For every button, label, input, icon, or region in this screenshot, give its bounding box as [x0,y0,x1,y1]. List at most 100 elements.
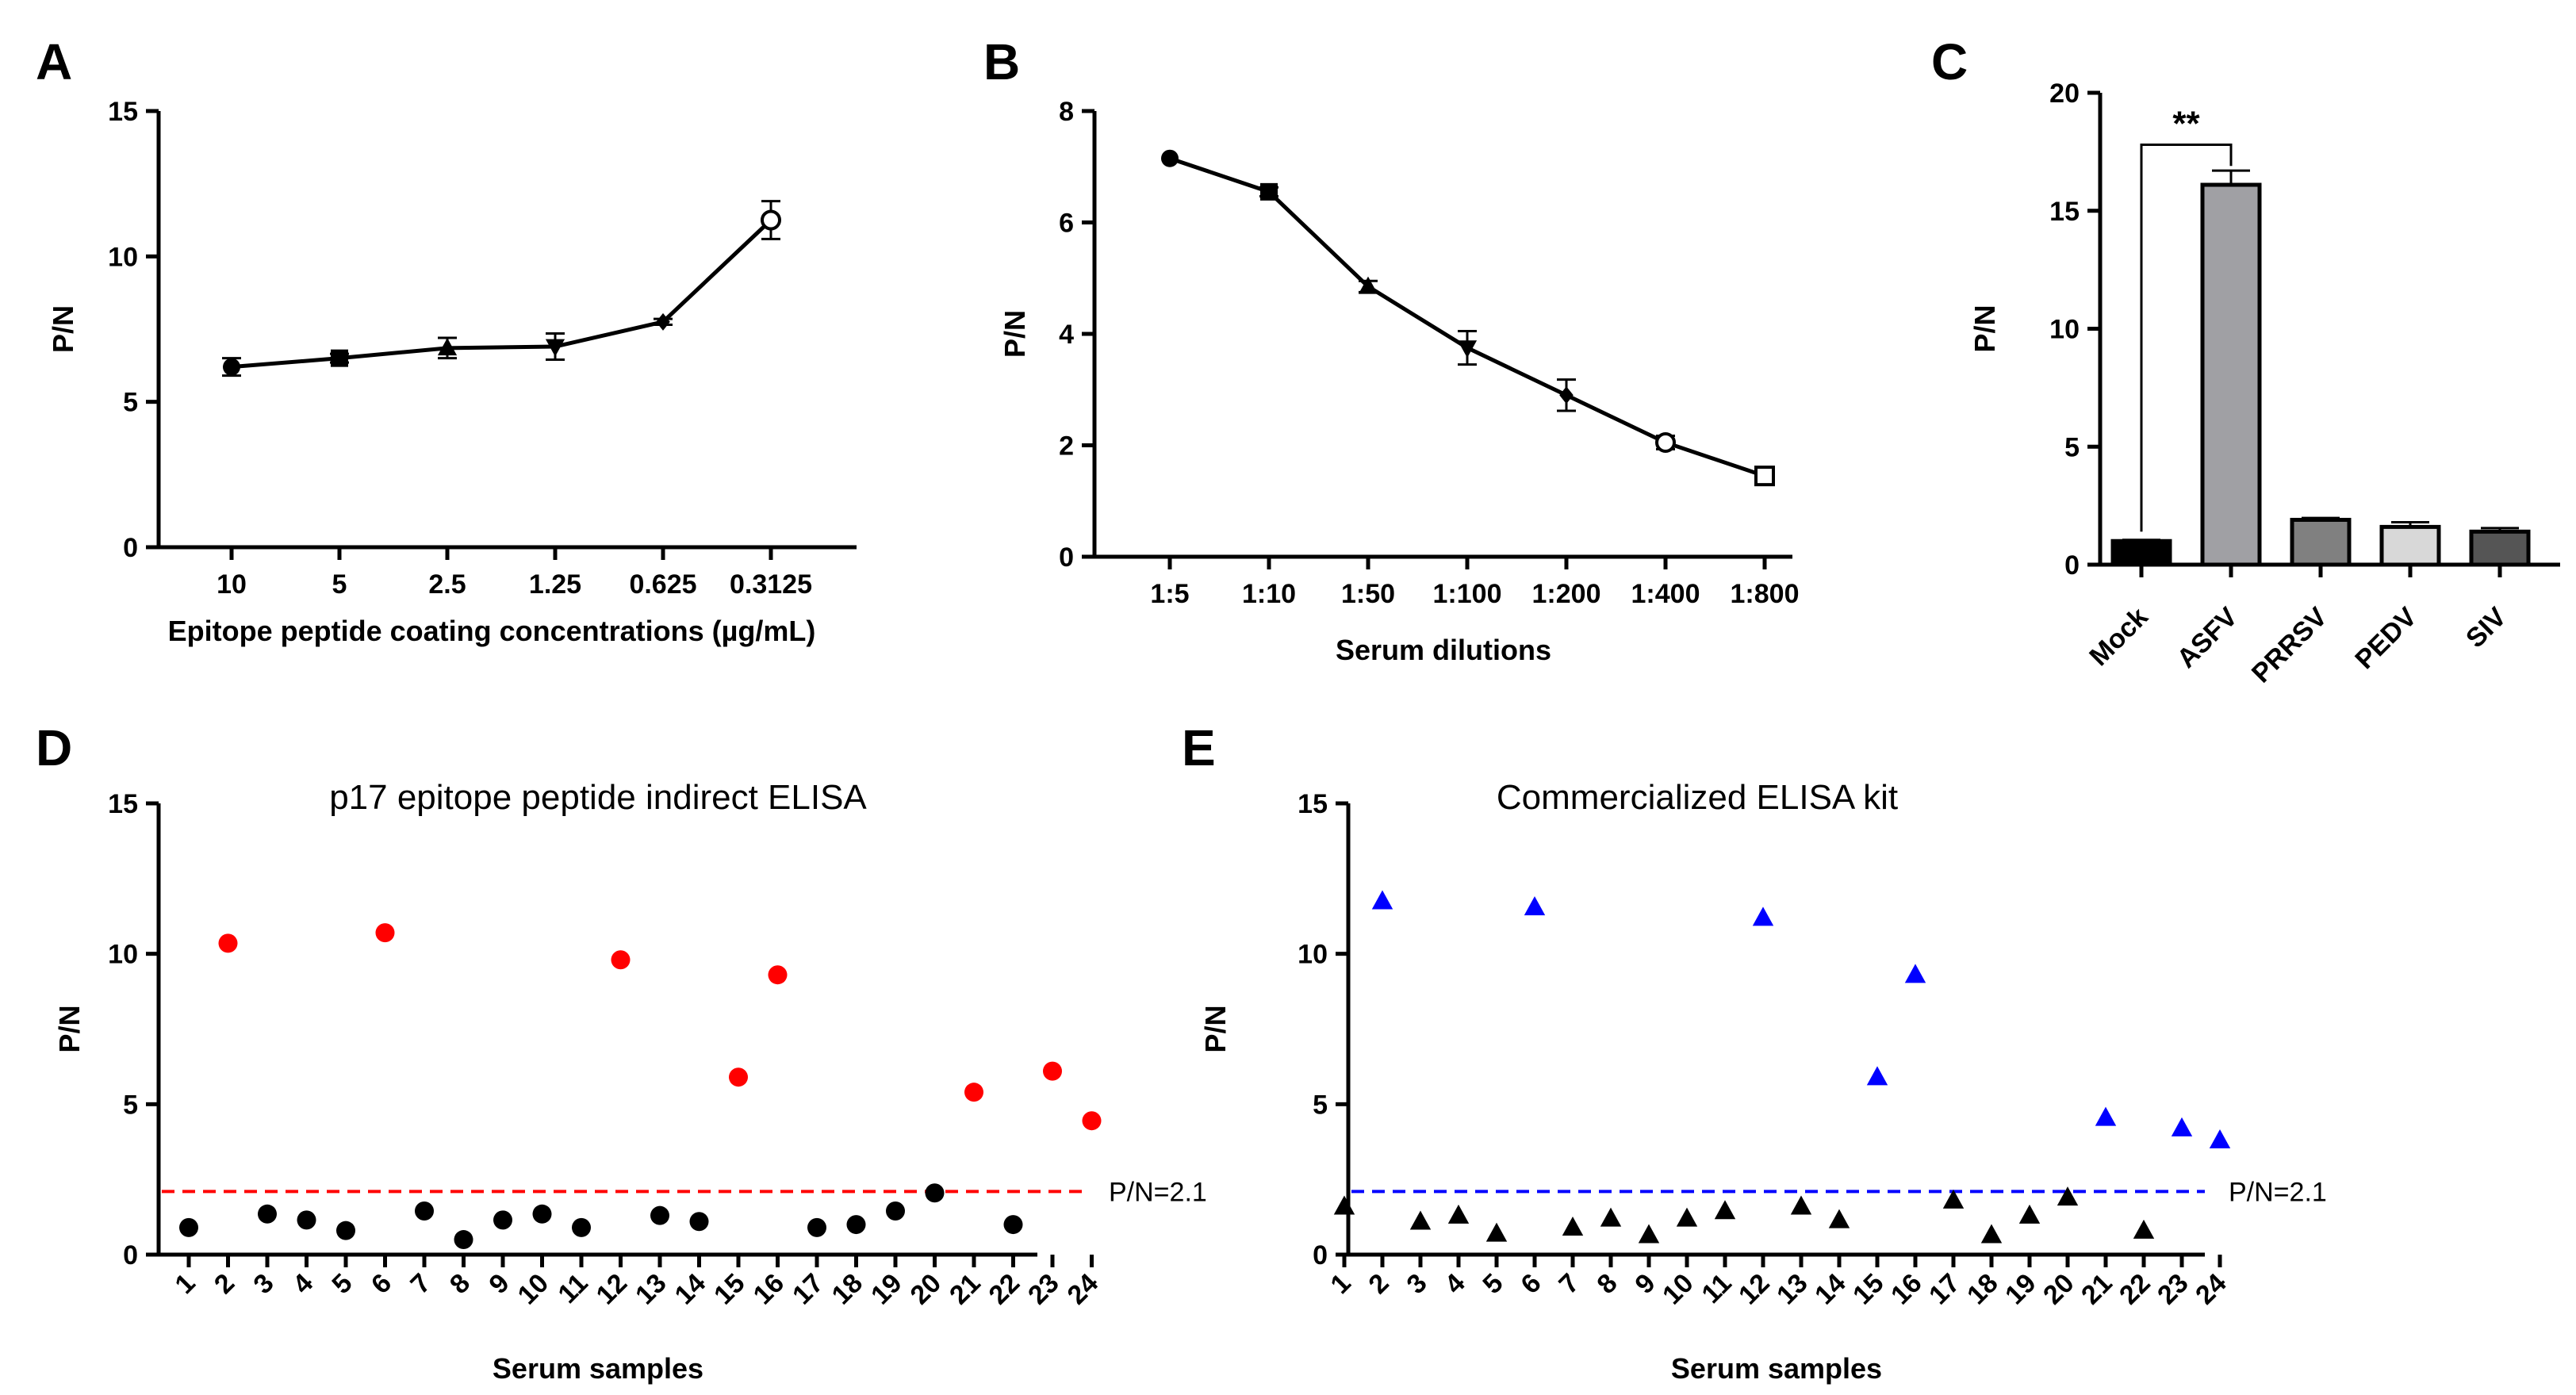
data-point-e-shape [1866,1066,1888,1086]
data-point-e [1524,896,1546,916]
data-point-e-shape [1714,1200,1736,1220]
x-tick-label-d: 6 [366,1268,397,1300]
data-point-e [1980,1224,2003,1244]
x-tick-label-a: 0.625 [629,569,696,600]
data-point-e-shape [2133,1219,2155,1239]
data-point-d [179,1217,198,1237]
data-point-e [1942,1189,1965,1209]
panel-a-line-chart: A 0 5 10 15 P/N Epitope peptide coating concen… [36,33,857,647]
data-point-d-shape [297,1210,316,1230]
data-point-b [1358,276,1378,294]
y-tick-label-d: 0 [123,1240,138,1270]
data-point-e [1638,1224,1660,1244]
data-point-b-shape [1559,386,1574,404]
data-point-d-shape [1003,1215,1023,1235]
y-tick-label-b: 8 [1059,97,1074,127]
data-point-e [1904,964,1926,983]
x-tick-label-c: SIV [2460,602,2513,654]
data-point-a-shape [545,339,565,357]
x-tick-label-d: 7 [404,1268,436,1300]
data-point-e [1409,1210,1432,1230]
x-tick-label-b: 1:100 [1433,579,1502,609]
data-point-e-shape [1485,1222,1508,1242]
data-point-e-shape [1371,890,1393,910]
x-tick-label-d: 19 [865,1268,908,1311]
data-point-e-shape [1524,896,1546,916]
x-tick-label-d: 1 [169,1268,201,1300]
data-point-e [1676,1207,1698,1227]
data-point-b [1754,466,1775,487]
data-point-d [336,1221,355,1240]
x-tick-label-e: 21 [2076,1268,2118,1311]
data-point-a [656,312,670,331]
data-point-d-shape [964,1083,983,1102]
threshold-label-d: P/N=2.1 [1109,1177,1207,1207]
x-tick-label-e: 8 [1591,1268,1623,1300]
data-point-e-shape [1409,1210,1432,1230]
bar-c [2469,529,2531,567]
y-tick-label-a: 10 [108,242,138,272]
y-tick-label-b: 0 [1059,542,1074,573]
x-tick-label-e: 24 [2190,1268,2233,1311]
significance-label-c: ** [2172,104,2200,143]
series-line-b [1169,156,1765,478]
data-point-e-shape [1828,1209,1850,1228]
x-tick-label-e: 10 [1657,1268,1700,1311]
panel-b-line-chart: B 0 2 4 6 8 P/N Serum dilutions 1:5 1:10 1:50 1:100… [983,33,1799,666]
data-point-d [532,1204,552,1224]
x-tick-label-d: 10 [512,1268,555,1311]
data-point-d-shape [1043,1061,1062,1081]
x-tick-label-a: 0.3125 [730,569,812,600]
threshold-label-e: P/N=2.1 [2229,1177,2327,1207]
data-point-a [331,349,348,367]
x-tick-label-d: 23 [1022,1268,1065,1311]
x-tick-label-d: 22 [983,1268,1026,1311]
data-point-e-shape [2095,1106,2117,1126]
data-point-d-shape [1082,1111,1102,1131]
data-point-e-shape [1980,1224,2003,1244]
data-point-b [1559,386,1574,404]
x-tick-label-e: 14 [1809,1268,1852,1311]
y-tick-label-b: 4 [1059,320,1074,350]
y-tick-label-d: 5 [123,1090,138,1120]
x-tick-label-e: 16 [1885,1268,1928,1311]
data-point-a [437,338,458,356]
x-tick-label-d: 13 [630,1268,673,1311]
x-tick-label-e: 12 [1733,1268,1776,1311]
data-point-a [761,209,781,231]
x-tick-label-d: 5 [326,1268,358,1300]
y-axis-title-b: P/N [999,310,1031,358]
bar-c [2379,524,2441,567]
data-point-d [454,1230,473,1250]
x-tick-label-e: 19 [1999,1268,2042,1311]
x-axis-title-d: Serum samples [493,1352,703,1385]
x-tick-label-e: 2 [1363,1268,1394,1300]
x-tick-label-b: 1:50 [1341,579,1395,609]
panel-label-b: B [983,33,1020,90]
x-tick-label-d: 16 [748,1268,791,1311]
data-point-e [1714,1200,1736,1220]
y-tick-label-a: 0 [123,533,138,563]
data-point-d-shape [415,1201,434,1221]
data-point-b-shape [1161,149,1179,167]
data-point-a-shape [437,338,458,356]
x-tick-label-e: 18 [1961,1268,2004,1311]
data-point-d-shape [375,923,395,943]
x-tick-label-e: 17 [1923,1268,1966,1311]
x-tick-label-e: 23 [2152,1268,2195,1311]
y-tick-label-b: 2 [1059,431,1074,462]
x-tick-label-e: 4 [1439,1268,1470,1300]
x-tick-label-e: 3 [1401,1268,1432,1300]
significance-bracket-c [2140,143,2233,532]
data-point-e [2133,1219,2155,1239]
x-tick-label-b: 1:800 [1731,579,1800,609]
data-point-d [375,923,395,943]
data-point-d [415,1201,434,1221]
x-tick-label-c: PEDV [2349,602,2423,676]
x-tick-label-d: 2 [209,1268,240,1300]
data-point-e [1562,1217,1584,1236]
data-point-e [1333,1195,1355,1215]
y-axis-title-d: P/N [53,1005,86,1052]
panel-label-c: C [1931,33,1968,90]
